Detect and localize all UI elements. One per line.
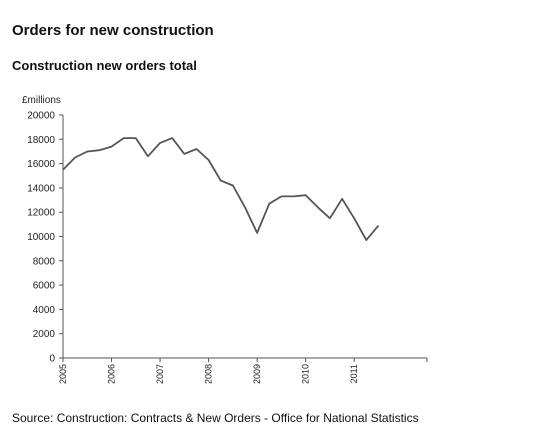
y-tick-label: 20000 — [27, 111, 55, 122]
y-axis-unit-label: £millions — [22, 95, 61, 106]
y-tick-label: 8000 — [33, 256, 56, 267]
source-note: Source: Construction: Contracts & New Or… — [12, 411, 419, 425]
y-tick-label: 2000 — [33, 329, 56, 340]
x-tick-label: 2008 — [204, 364, 214, 384]
page-title: Orders for new construction — [12, 22, 214, 39]
x-tick-label: 2011 — [349, 364, 359, 383]
y-tick-label: 14000 — [27, 183, 55, 194]
y-tick-label: 18000 — [27, 135, 55, 146]
chart-title: Construction new orders total — [12, 58, 197, 73]
y-tick-label: 12000 — [27, 208, 55, 219]
y-tick-label: 4000 — [33, 305, 56, 316]
y-tick-label: 6000 — [33, 281, 56, 292]
y-tick-label: 10000 — [27, 232, 55, 243]
series-group — [62, 137, 380, 242]
x-tick-label: 2010 — [301, 364, 311, 384]
x-tick-label: 2005 — [58, 364, 68, 384]
x-tick-label: 2007 — [155, 364, 165, 384]
series-line — [62, 137, 380, 242]
y-axis: 0 2000 4000 6000 8000 10000 12000 14000 16000 180… — [27, 111, 64, 365]
y-tick-label: 16000 — [27, 159, 55, 170]
x-tick-label: 2009 — [252, 364, 262, 384]
x-axis: 2005 2006 2007 2008 2009 2010 2011 — [58, 357, 428, 384]
x-tick-label: 2006 — [107, 364, 117, 384]
y-tick-label: 0 — [49, 354, 55, 365]
